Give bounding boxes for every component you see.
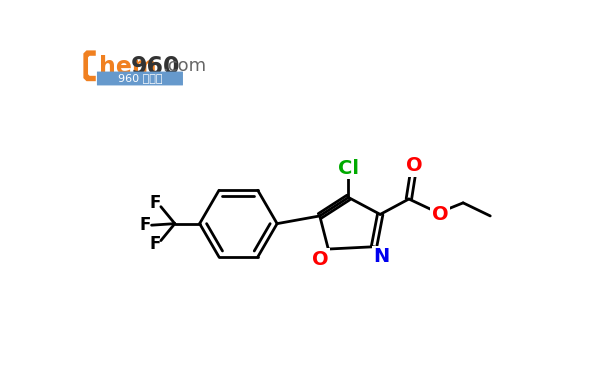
PathPatch shape bbox=[83, 50, 96, 81]
Text: N: N bbox=[374, 247, 390, 266]
Text: F: F bbox=[150, 194, 161, 212]
Text: O: O bbox=[406, 156, 423, 176]
Text: O: O bbox=[312, 249, 329, 268]
FancyBboxPatch shape bbox=[97, 72, 183, 86]
Text: Cl: Cl bbox=[338, 159, 359, 178]
Text: F: F bbox=[140, 216, 151, 234]
Text: 960: 960 bbox=[131, 55, 180, 79]
Text: .com: .com bbox=[162, 57, 206, 75]
Text: O: O bbox=[312, 249, 329, 268]
Text: N: N bbox=[374, 247, 390, 266]
Text: F: F bbox=[150, 236, 161, 254]
Text: hem: hem bbox=[99, 55, 157, 79]
Text: 960 化工网: 960 化工网 bbox=[118, 73, 162, 83]
Text: O: O bbox=[431, 205, 448, 224]
